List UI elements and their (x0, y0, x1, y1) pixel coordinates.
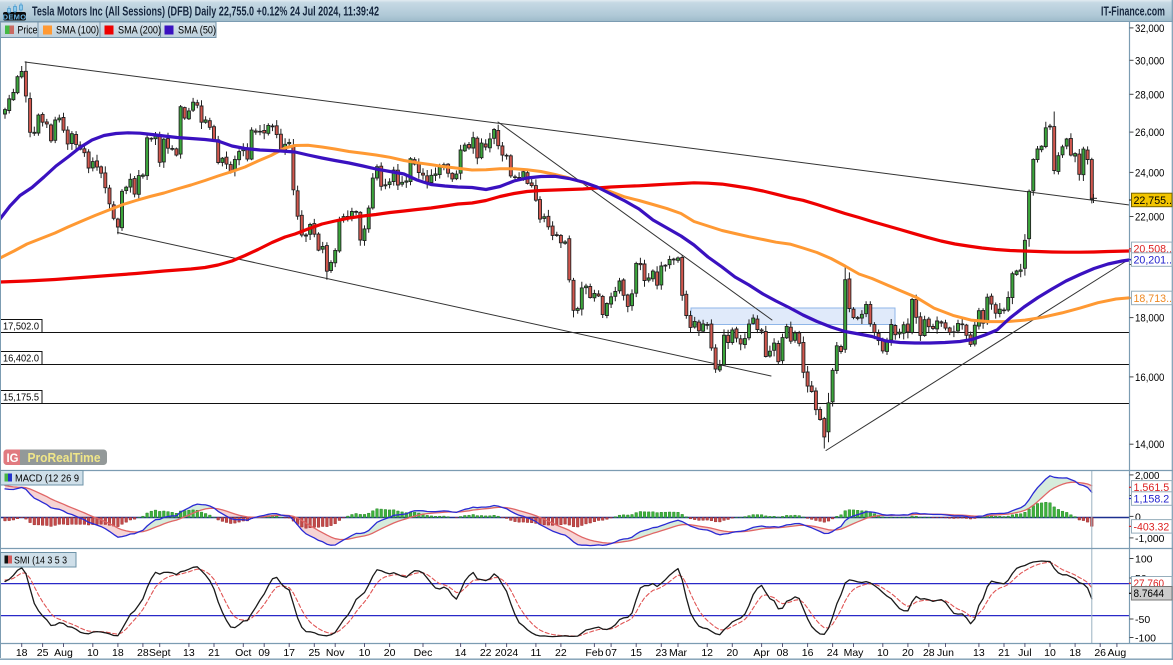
svg-text:16: 16 (802, 647, 814, 659)
svg-text:Apr: Apr (753, 647, 770, 659)
svg-text:Aug: Aug (54, 647, 73, 659)
svg-text:8.7644: 8.7644 (1134, 588, 1165, 600)
svg-text:10: 10 (1044, 647, 1056, 659)
svg-text:12: 12 (701, 647, 713, 659)
svg-text:Sept: Sept (149, 647, 171, 659)
svg-text:30,000: 30,000 (1135, 55, 1164, 67)
svg-text:Aug: Aug (1108, 647, 1127, 659)
svg-text:Mar: Mar (669, 647, 688, 659)
svg-text:18,713..: 18,713.. (1134, 293, 1173, 305)
svg-text:22: 22 (555, 647, 567, 659)
svg-text:17: 17 (283, 647, 295, 659)
svg-text:20: 20 (726, 647, 738, 659)
svg-text:20: 20 (902, 647, 914, 659)
svg-text:07: 07 (605, 647, 617, 659)
svg-text:-1,000: -1,000 (1135, 533, 1165, 545)
svg-text:Jun: Jun (937, 647, 954, 659)
svg-text:SMA (200): SMA (200) (118, 25, 161, 37)
svg-text:May: May (844, 647, 865, 659)
svg-text:18: 18 (16, 647, 28, 659)
svg-text:Dec: Dec (414, 647, 433, 659)
svg-text:Feb: Feb (585, 647, 603, 659)
svg-text:22: 22 (480, 647, 492, 659)
svg-text:20: 20 (384, 647, 396, 659)
svg-text:1,561.5: 1,561.5 (1134, 482, 1170, 494)
svg-text:22,000: 22,000 (1135, 212, 1164, 224)
svg-text:13: 13 (183, 647, 195, 659)
svg-text:18,000: 18,000 (1135, 313, 1164, 325)
svg-text:16,402.0: 16,402.0 (3, 353, 39, 365)
svg-text:18: 18 (1069, 647, 1081, 659)
svg-text:-50: -50 (1135, 614, 1150, 626)
svg-text:IG: IG (7, 453, 19, 465)
svg-text:32,000: 32,000 (1135, 23, 1164, 35)
svg-text:11: 11 (530, 647, 541, 659)
svg-text:18: 18 (112, 647, 124, 659)
svg-text:-100: -100 (1135, 633, 1156, 645)
svg-text:1,158.2: 1,158.2 (1134, 493, 1170, 505)
svg-text:Jul: Jul (1018, 647, 1031, 659)
svg-text:15,175.5: 15,175.5 (3, 392, 39, 404)
svg-text:28: 28 (137, 647, 149, 659)
svg-text:2,000: 2,000 (1135, 470, 1160, 482)
svg-text:ProRealTime: ProRealTime (28, 450, 101, 465)
svg-text:DEMO: DEMO (3, 12, 27, 21)
svg-text:14,000: 14,000 (1135, 439, 1164, 451)
svg-text:17,502.0: 17,502.0 (3, 321, 39, 333)
svg-text:09: 09 (258, 647, 270, 659)
svg-text:28: 28 (923, 647, 935, 659)
svg-text:Oct: Oct (235, 647, 251, 659)
svg-text:26: 26 (1094, 647, 1106, 659)
svg-text:25: 25 (37, 647, 49, 659)
svg-text:20,201..: 20,201.. (1134, 254, 1173, 266)
svg-text:2024: 2024 (495, 647, 519, 659)
svg-text:13: 13 (973, 647, 985, 659)
svg-text:21: 21 (998, 647, 1010, 659)
svg-text:25: 25 (308, 647, 320, 659)
svg-text:10: 10 (877, 647, 889, 659)
svg-text:SMA (50): SMA (50) (178, 25, 216, 37)
svg-text:10: 10 (359, 647, 371, 659)
svg-text:SMI (14 3 5 3: SMI (14 3 5 3 (14, 556, 67, 567)
svg-text:21: 21 (208, 647, 220, 659)
svg-text:14: 14 (455, 647, 467, 659)
svg-text:Nov: Nov (326, 647, 345, 659)
svg-text:24: 24 (827, 647, 839, 659)
svg-text:-403.32: -403.32 (1134, 521, 1170, 533)
svg-text:10: 10 (87, 647, 99, 659)
svg-text:28,000: 28,000 (1135, 89, 1164, 101)
svg-text:IT-Finance.com: IT-Finance.com (1101, 5, 1165, 19)
svg-text:MACD (12 26 9: MACD (12 26 9 (15, 474, 79, 485)
svg-text:Price: Price (18, 25, 38, 37)
svg-text:100: 100 (1135, 554, 1153, 566)
svg-text:22,755..: 22,755.. (1134, 195, 1173, 207)
svg-text:Tesla Motors Inc (All Sessions: Tesla Motors Inc (All Sessions) (DFB) Da… (32, 5, 379, 19)
svg-text:24,000: 24,000 (1135, 167, 1164, 179)
svg-text:26,000: 26,000 (1135, 127, 1164, 139)
svg-text:08: 08 (777, 647, 789, 659)
svg-text:0: 0 (1135, 511, 1141, 523)
svg-text:16,000: 16,000 (1135, 372, 1164, 384)
svg-text:SMA (100): SMA (100) (56, 25, 99, 37)
svg-text:15: 15 (630, 647, 642, 659)
svg-text:23: 23 (655, 647, 667, 659)
